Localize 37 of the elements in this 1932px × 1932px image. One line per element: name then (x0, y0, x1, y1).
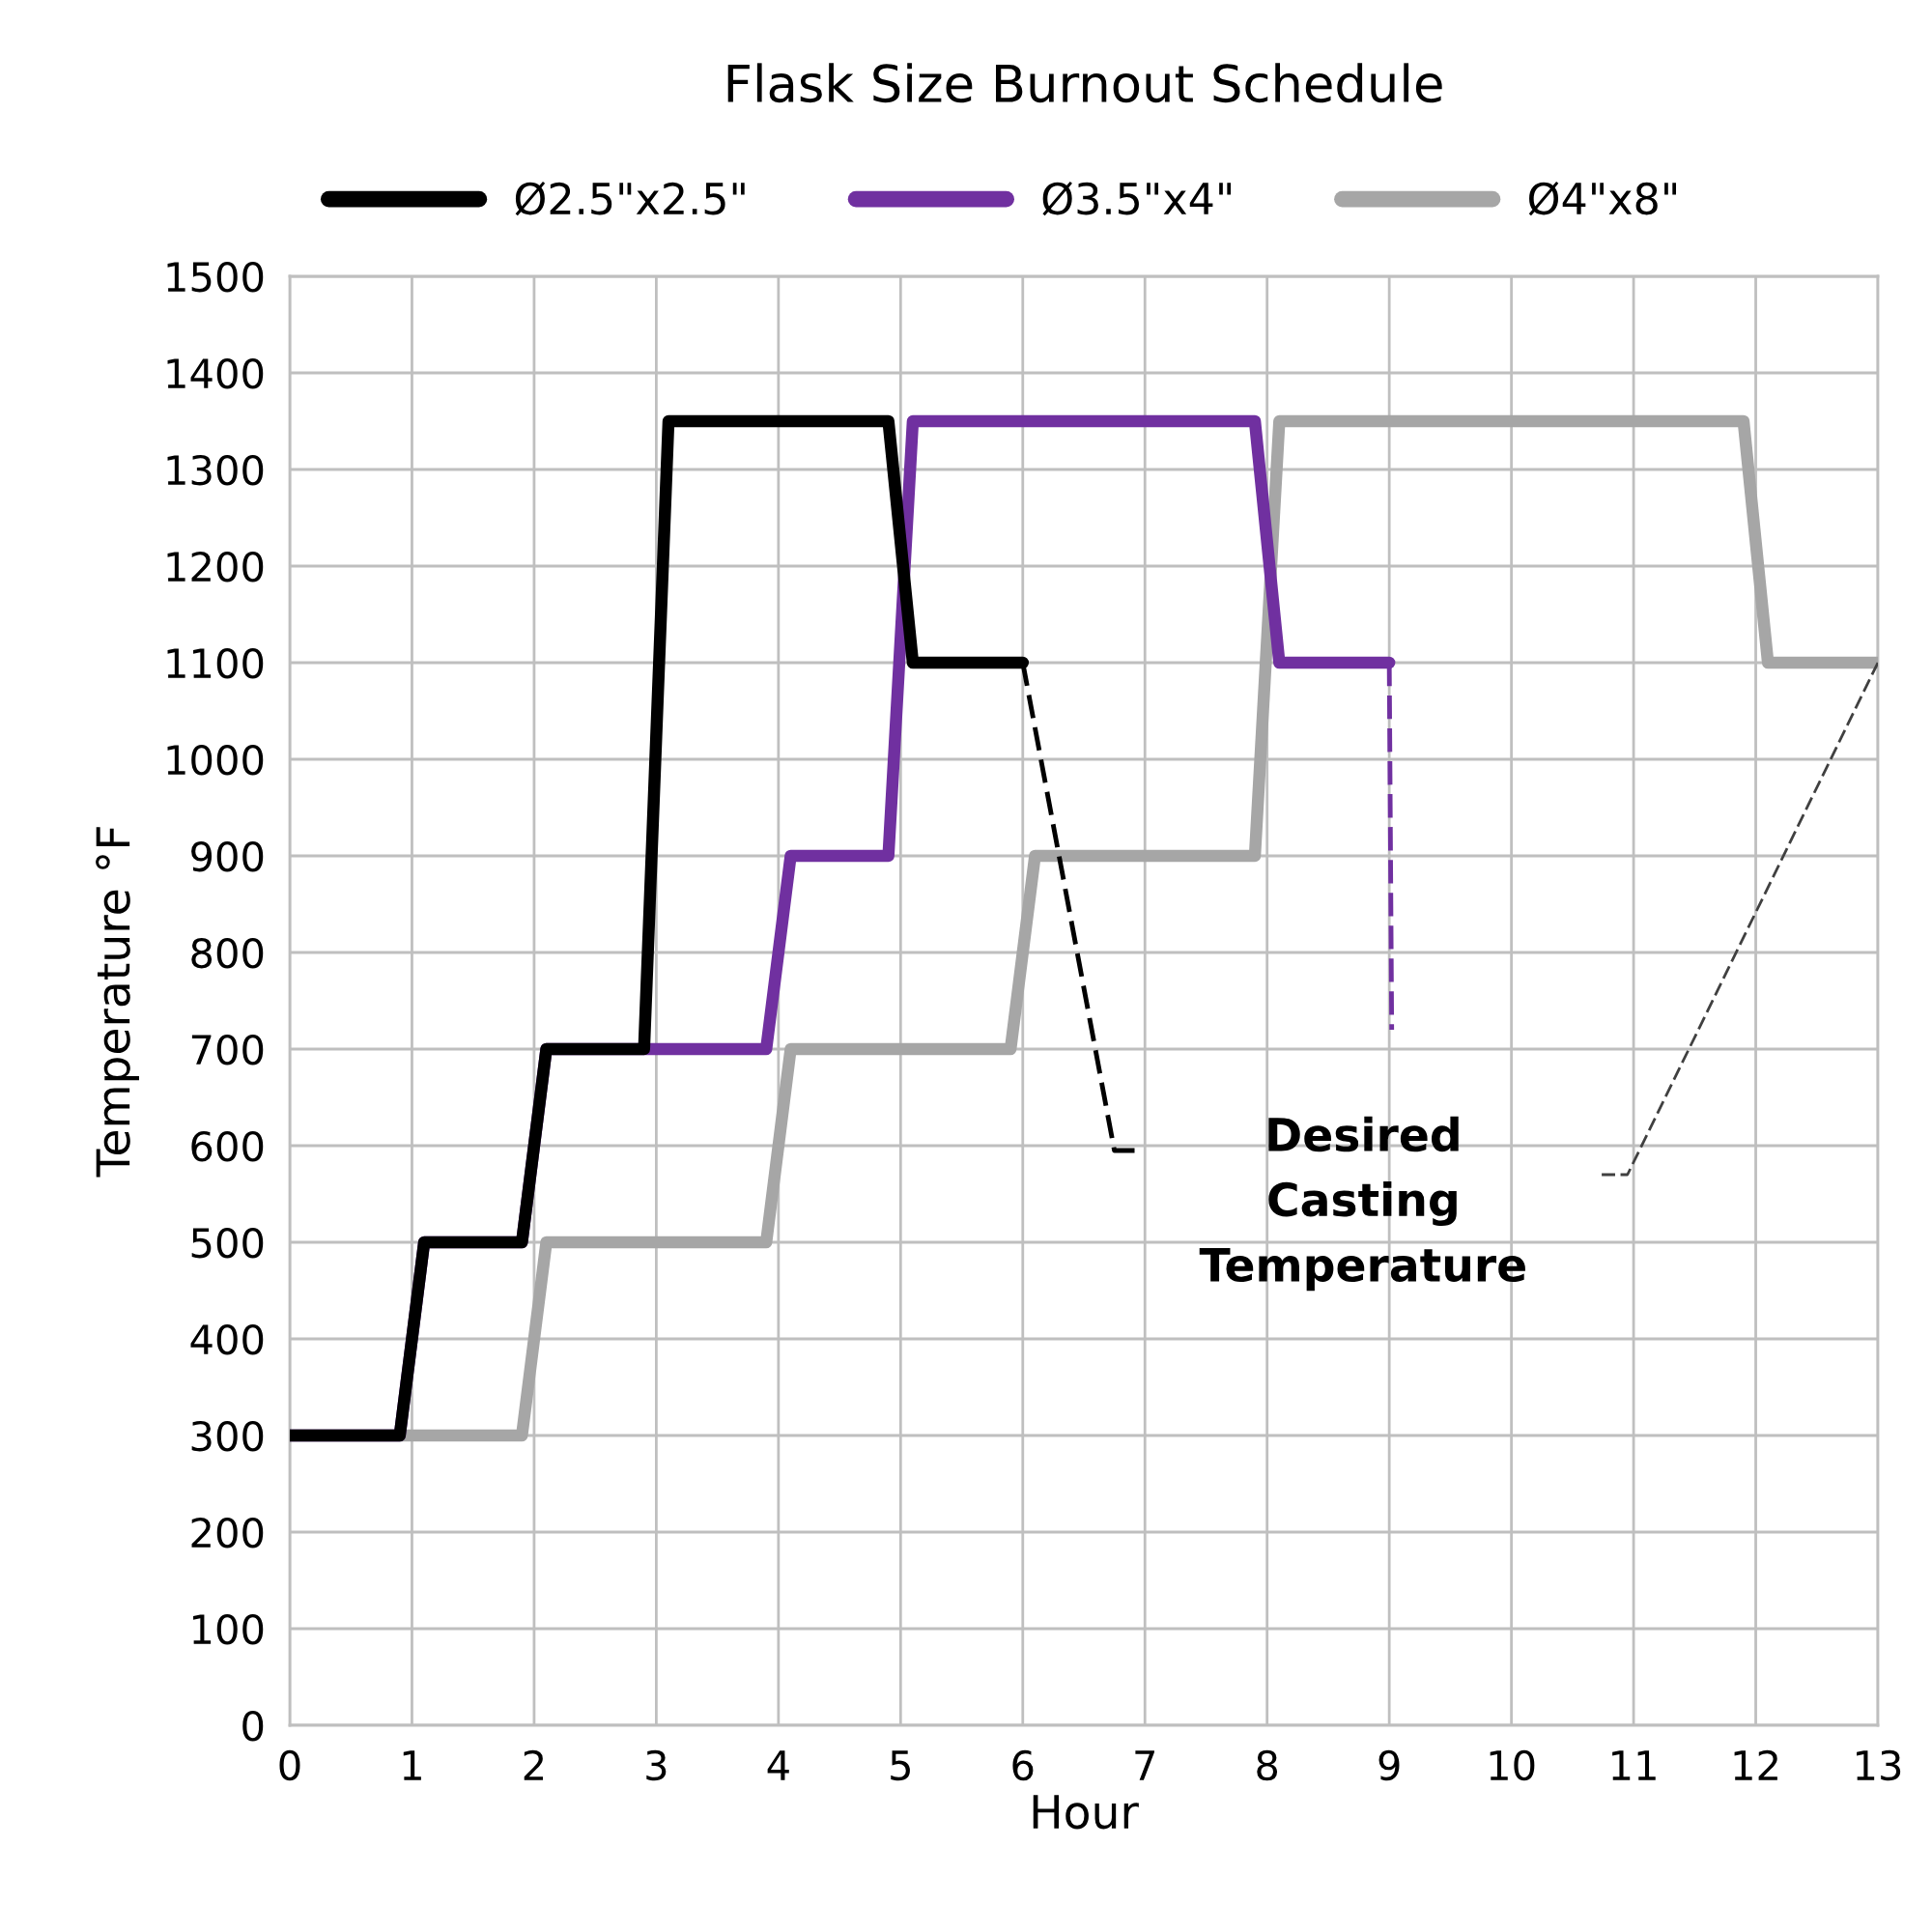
y-tick-label: 200 (191, 1517, 264, 1548)
x-tick-label: 4 (767, 1750, 789, 1780)
x-tick-label: 12 (1734, 1749, 1777, 1780)
x-tick-label: 5 (891, 1750, 910, 1781)
annotation: Desired Casting Temperature (1199, 1116, 1525, 1292)
y-tick-label: 800 (191, 937, 264, 969)
y-tick-label: 1500 (167, 261, 264, 293)
x-tick-label: 1 (403, 1750, 421, 1780)
y-tick-label: 1400 (167, 357, 264, 389)
x-tick-label: 6 (1012, 1749, 1034, 1781)
x-tick-label: 11 (1612, 1750, 1656, 1780)
y-tick-label: 1300 (167, 454, 264, 486)
x-tick-label: 10 (1490, 1749, 1535, 1781)
x-tick-label: 0 (279, 1749, 300, 1781)
y-tick-label: 100 (193, 1613, 264, 1645)
y-tick-label: 500 (191, 1227, 264, 1259)
y-tick-label: 1200 (167, 551, 264, 582)
y-tick-label: 900 (191, 840, 264, 872)
legend-label: Ø4"x8" (1528, 181, 1676, 216)
legend-label: Ø2.5"x2.5" (515, 181, 745, 216)
y-tick-label: 400 (190, 1323, 264, 1355)
x-tick-label: 9 (1378, 1749, 1400, 1781)
x-tick-label: 7 (1135, 1750, 1154, 1780)
x-tick-label: 3 (646, 1749, 667, 1781)
x-tick-label: 8 (1257, 1749, 1278, 1781)
x-tick-label: 2 (524, 1749, 544, 1780)
legend-label: Ø3.5"x4" (1042, 181, 1232, 216)
y-tick-label: 0 (242, 1710, 264, 1742)
y-tick-label: 700 (191, 1034, 264, 1065)
y-tick-label: 600 (191, 1130, 264, 1162)
y-tick-label: 1000 (167, 744, 264, 776)
x-tick-label: 13 (1857, 1749, 1901, 1781)
x-axis-title: Hour (1033, 1795, 1139, 1830)
y-axis-title: Temperature °F (96, 827, 139, 1178)
y-tick-label: 1100 (167, 647, 264, 679)
y-tick-label: 300 (191, 1420, 264, 1452)
chart-title: Flask Size Burnout Schedule (727, 63, 1442, 103)
